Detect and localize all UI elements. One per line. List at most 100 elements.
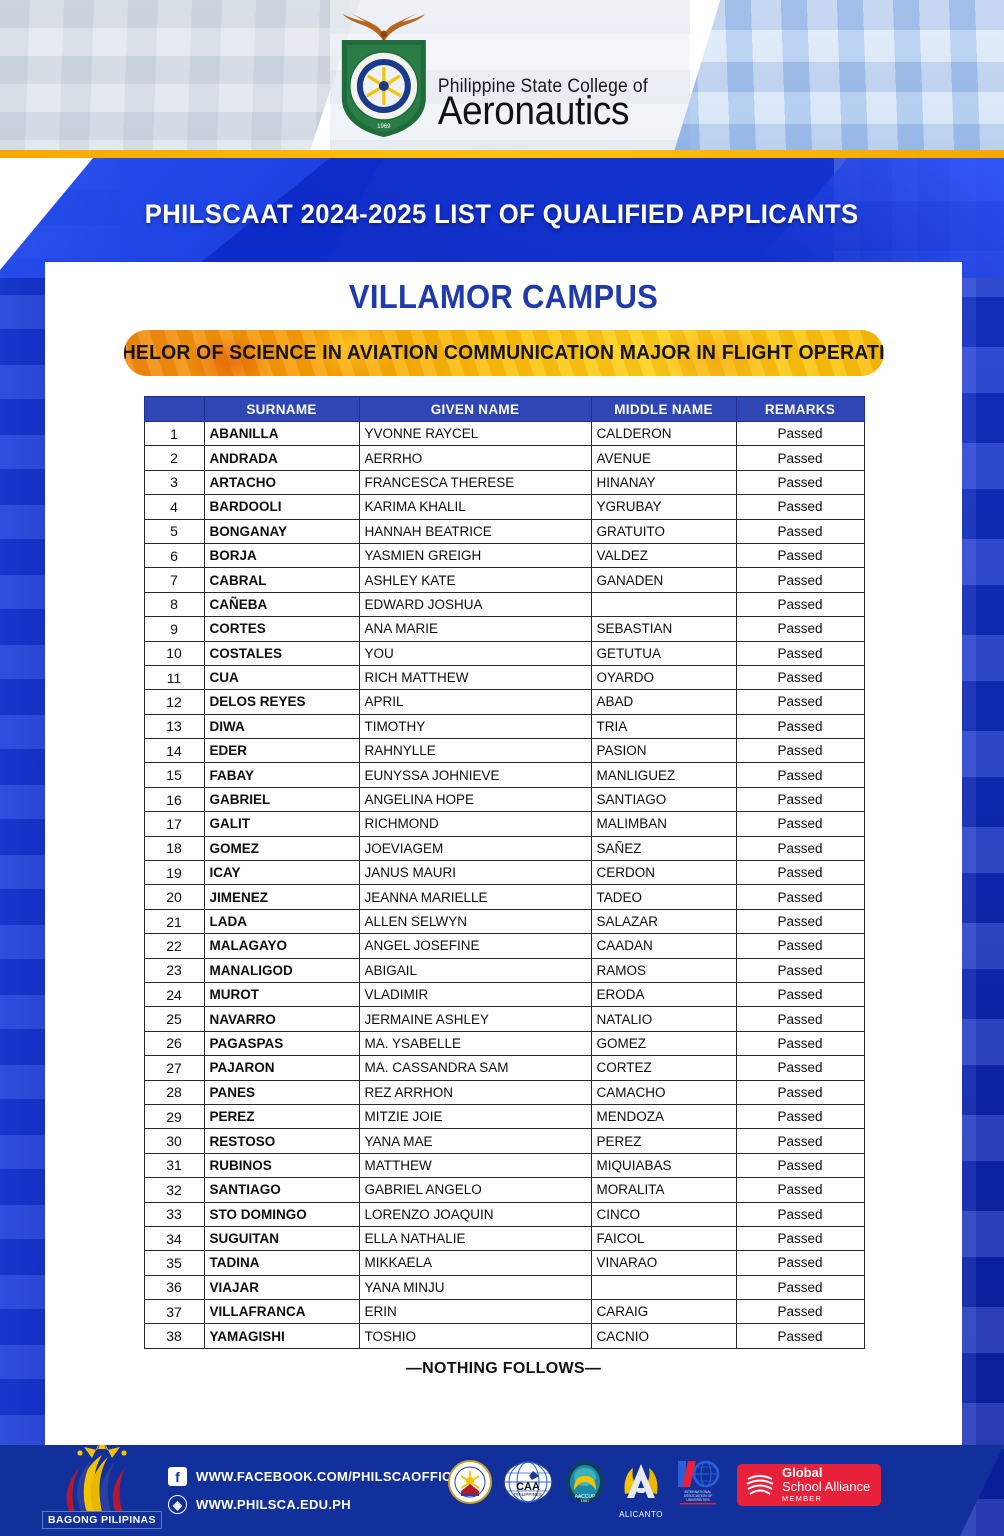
cell-middle-name: MORALITA — [590, 1177, 737, 1203]
cell-remarks: Passed — [735, 689, 865, 715]
cell-surname: MANALIGOD — [203, 957, 360, 983]
cell-middle-name: CALDERON — [590, 420, 737, 447]
cell-remarks: Passed — [735, 1006, 865, 1032]
cell-middle-name — [590, 1274, 737, 1301]
cell-surname: PAGASPAS — [203, 1030, 360, 1057]
aaccup-icon: AACCUP 1987 — [564, 1460, 606, 1509]
table-row: 38 YAMAGISHI TOSHIO CACNIO Passed — [143, 1323, 865, 1349]
cell-middle-name: MIQUIABAS — [590, 1152, 737, 1179]
cell-surname: PANES — [203, 1079, 360, 1105]
cell-middle-name: OYARDO — [590, 664, 737, 691]
cell-surname: FABAY — [203, 762, 360, 788]
cell-given-name: YANA MINJU — [358, 1274, 592, 1301]
table-row: 37 VILLAFRANCA ERIN CARAIG Passed — [143, 1299, 865, 1325]
cell-number: 21 — [143, 908, 205, 935]
table-row: 29 PEREZ MITZIE JOIE MENDOZA Passed — [143, 1103, 865, 1130]
cell-middle-name: NATALIO — [590, 1006, 737, 1032]
cell-middle-name: VALDEZ — [590, 542, 737, 569]
table-row: 32 SANTIAGO GABRIEL ANGELO MORALITA Passed — [143, 1177, 865, 1203]
cell-remarks: Passed — [735, 1103, 865, 1130]
cell-number: 24 — [143, 981, 205, 1008]
cell-remarks: Passed — [735, 1274, 865, 1301]
cell-surname: GABRIEL — [203, 786, 360, 813]
column-header-remarks: REMARKS — [735, 396, 865, 422]
cell-given-name: VLADIMIR — [358, 981, 592, 1008]
cell-surname: GOMEZ — [203, 835, 360, 862]
cell-number: 30 — [143, 1128, 205, 1154]
table-row: 17 GALIT RICHMOND MALIMBAN Passed — [143, 811, 865, 837]
logo-line-2: Aeronautics — [437, 89, 630, 134]
campus-heading: VILLAMOR CAMPUS — [348, 278, 659, 315]
table-head: SURNAME GIVEN NAME MIDDLE NAME REMARKS — [143, 396, 865, 422]
table-row: 23 MANALIGOD ABIGAIL RAMOS Passed — [143, 957, 865, 983]
cell-given-name: ANA MARIE — [358, 616, 592, 642]
cell-surname: BORJA — [203, 542, 360, 569]
cell-surname: TADINA — [203, 1250, 360, 1276]
cell-given-name: KARIMA KHALIL — [358, 494, 592, 520]
cell-remarks: Passed — [735, 518, 865, 544]
footer-bar: BAGONG PILIPINAS f WWW.FACEBOOK.COM/PHIL… — [0, 1445, 1004, 1536]
cell-given-name: HANNAH BEATRICE — [358, 518, 592, 544]
cell-number: 8 — [143, 591, 205, 618]
cell-given-name: MATTHEW — [358, 1152, 592, 1179]
cell-given-name: RICHMOND — [358, 811, 592, 837]
cell-number: 12 — [143, 689, 205, 715]
svg-text:CAA: CAA — [516, 1481, 540, 1493]
cell-given-name: JEANNA MARIELLE — [358, 884, 592, 910]
cell-remarks: Passed — [735, 445, 865, 471]
cell-given-name: ERIN — [358, 1299, 592, 1325]
cell-number: 17 — [143, 811, 205, 837]
logo-wordmark: Philippine State College of Aeronautics — [437, 75, 666, 140]
cell-surname: NAVARRO — [203, 1006, 360, 1032]
table-row: 18 GOMEZ JOEVIAGEM SAÑEZ Passed — [143, 835, 865, 862]
cell-remarks: Passed — [735, 1152, 865, 1179]
table-row: 16 GABRIEL ANGELINA HOPE SANTIAGO Passed — [143, 786, 865, 813]
table-row: 6 BORJA YASMIEN GREIGH VALDEZ Passed — [143, 542, 865, 569]
cell-number: 3 — [143, 469, 205, 496]
website-link[interactable]: ◈ WWW.PHILSCA.EDU.PH — [168, 1495, 474, 1514]
cell-remarks: Passed — [735, 1128, 865, 1154]
cell-number: 31 — [143, 1152, 205, 1179]
facebook-url: WWW.FACEBOOK.COM/PHILSCAOFFICIAL — [196, 1469, 474, 1484]
cell-given-name: ABIGAIL — [358, 957, 592, 983]
cell-number: 13 — [143, 713, 205, 740]
table-row: 10 COSTALES YOU GETUTUA Passed — [143, 640, 865, 666]
cell-remarks: Passed — [735, 908, 865, 935]
gsa-line-3: MEMBER — [782, 1493, 823, 1503]
cell-middle-name — [590, 591, 737, 618]
cell-surname: CAÑEBA — [203, 591, 360, 618]
logo-line-1: Philippine State College of — [437, 75, 648, 97]
cell-remarks: Passed — [735, 713, 865, 740]
cell-number: 1 — [143, 420, 205, 447]
cell-surname: RESTOSO — [203, 1128, 360, 1154]
table-row: 31 RUBINOS MATTHEW MIQUIABAS Passed — [143, 1152, 865, 1179]
cell-number: 9 — [143, 616, 205, 642]
cell-surname: MUROT — [203, 981, 360, 1008]
table-header-row: SURNAME GIVEN NAME MIDDLE NAME REMARKS — [143, 396, 865, 422]
cell-given-name: ELLA NATHALIE — [358, 1225, 592, 1252]
cell-given-name: RAHNYLLE — [358, 738, 592, 764]
table-row: 26 PAGASPAS MA. YSABELLE GOMEZ Passed — [143, 1030, 865, 1057]
facebook-link[interactable]: f WWW.FACEBOOK.COM/PHILSCAOFFICIAL — [168, 1467, 474, 1486]
campus-photo-left — [0, 0, 360, 152]
cell-surname: ICAY — [203, 860, 360, 886]
cell-middle-name: ERODA — [590, 981, 737, 1008]
table-row: 22 MALAGAYO ANGEL JOSEFINE CAADAN Passed — [143, 933, 865, 959]
cell-given-name: YOU — [358, 640, 592, 666]
cell-given-name: ASHLEY KATE — [358, 567, 592, 593]
cell-surname: ABANILLA — [203, 420, 360, 447]
svg-text:UNIVERSITIES: UNIVERSITIES — [686, 1498, 710, 1502]
cell-middle-name: SALAZAR — [590, 908, 737, 935]
cell-number: 6 — [143, 542, 205, 569]
cell-middle-name: VINARAO — [590, 1250, 737, 1276]
cell-middle-name: HINANAY — [590, 469, 737, 496]
cell-remarks: Passed — [735, 1201, 865, 1227]
cell-given-name: JERMAINE ASHLEY — [358, 1006, 592, 1032]
paascu-seal-icon — [448, 1460, 492, 1509]
cell-remarks: Passed — [735, 469, 865, 496]
table-row: 20 JIMENEZ JEANNA MARIELLE TADEO Passed — [143, 884, 865, 910]
cell-surname: RUBINOS — [203, 1152, 360, 1179]
cell-middle-name: GOMEZ — [590, 1030, 737, 1057]
cell-middle-name: ABAD — [590, 689, 737, 715]
cell-middle-name: RAMOS — [590, 957, 737, 983]
